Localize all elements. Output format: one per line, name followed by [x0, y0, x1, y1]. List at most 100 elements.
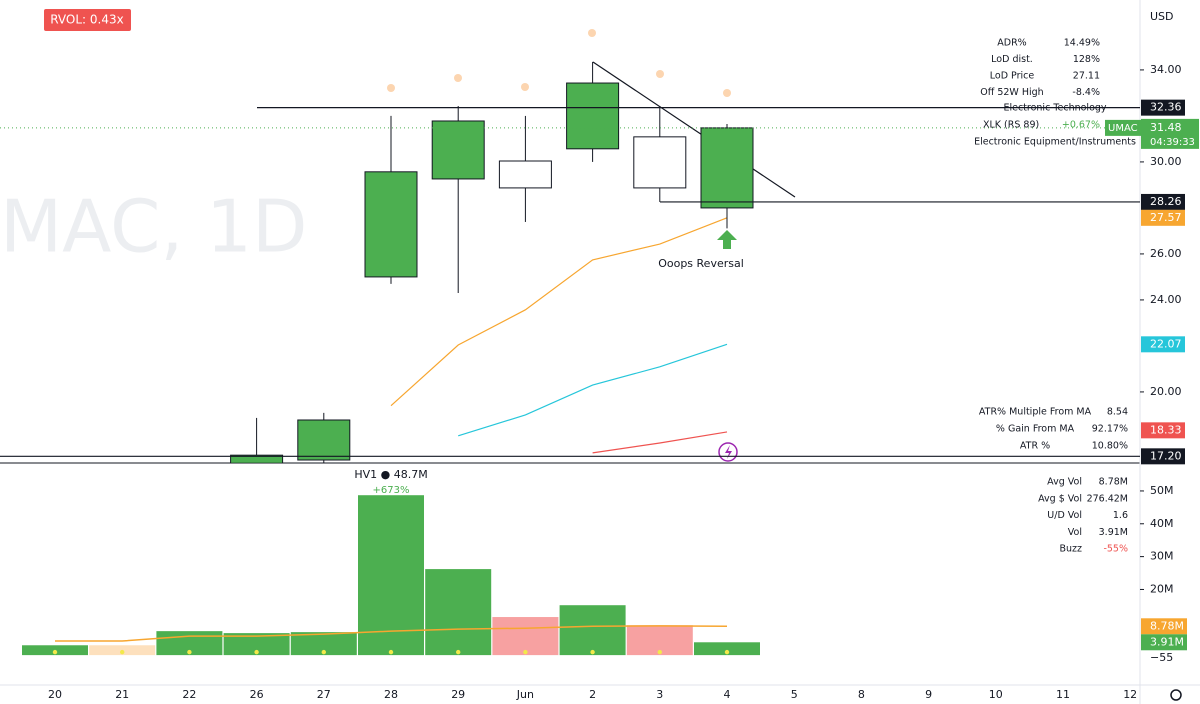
price-tag-label: 17.20 — [1150, 449, 1182, 462]
moving-average — [592, 431, 728, 454]
volume-dot — [456, 649, 461, 655]
stat-value: +0.67% — [1062, 120, 1100, 131]
sector: Electronic Technology — [1003, 103, 1106, 114]
volume-tick-label: 30M — [1150, 550, 1174, 563]
rvol-badge — [44, 9, 131, 31]
candle-body — [700, 127, 754, 209]
y-tick-label: 34.00 — [1150, 63, 1182, 76]
price-tag — [1141, 99, 1185, 116]
x-tick-label: 27 — [317, 688, 331, 701]
x-tick-label: 11 — [1056, 688, 1070, 701]
volume-bar — [223, 633, 290, 656]
volume-dot — [724, 649, 730, 655]
stat-label: % Gain From MA — [996, 424, 1075, 435]
stat-label: LoD Price — [990, 71, 1035, 82]
y-tick-label: 20.00 — [1150, 385, 1182, 398]
hv-label: HV1 ● 48.7M — [354, 468, 427, 481]
candle-body — [297, 419, 351, 461]
stat-label: ATR% Multiple From MA — [979, 407, 1092, 418]
volume-bar — [694, 642, 760, 656]
moving-average — [458, 343, 728, 437]
volume-tick-label: 40M — [1150, 517, 1174, 530]
volume-bar — [559, 605, 626, 656]
stat-label: Buzz — [1059, 544, 1082, 555]
stat-label: Avg Vol — [1047, 477, 1082, 488]
x-tick-label: 20 — [48, 688, 62, 701]
stat-value: 3.91M — [1099, 527, 1128, 538]
stat-value: -8.4% — [1072, 87, 1100, 98]
price-tag — [1141, 448, 1185, 465]
volume-tag-label: 3.91M — [1150, 635, 1184, 648]
last-price: 31.48 — [1150, 121, 1182, 134]
candle-body — [431, 120, 485, 180]
price-tag — [1141, 422, 1185, 439]
symbol-name: UMAC — [1108, 123, 1138, 134]
volume-dot — [388, 649, 394, 655]
stat-label: XLK (RS 89) — [983, 120, 1039, 131]
stat-value: -55% — [1103, 544, 1128, 555]
candle-body — [633, 136, 687, 189]
volume-bar — [358, 495, 424, 656]
buzz-tag: −55 — [1150, 651, 1173, 664]
x-tick-label: 12 — [1123, 688, 1137, 701]
stat-value: 10.80% — [1092, 441, 1128, 452]
x-tick-label: 10 — [989, 688, 1003, 701]
y-tick-label: 24.00 — [1150, 293, 1182, 306]
x-tick-label: 3 — [656, 688, 663, 701]
volume-bar — [425, 569, 492, 656]
volume-dot — [120, 649, 125, 655]
candle-body — [498, 160, 552, 189]
volume-dot — [657, 649, 662, 655]
candle-body — [230, 454, 284, 463]
price-tag — [1141, 336, 1185, 353]
volume-tag — [1141, 618, 1187, 635]
volume-tag — [1141, 634, 1187, 651]
candle-body — [364, 171, 418, 278]
x-tick-label: 8 — [858, 688, 865, 701]
rvol-text: RVOL: 0.43x — [50, 13, 124, 27]
symbol-tag — [1105, 119, 1141, 136]
volume-dot — [187, 649, 192, 655]
price-tag-label: 32.36 — [1150, 101, 1182, 114]
event-bolt — [725, 445, 732, 459]
volume-tick-label: 20M — [1150, 582, 1174, 595]
stat-label: ADR% — [997, 38, 1026, 49]
stat-value: 8.78M — [1099, 477, 1128, 488]
volume-dot — [52, 649, 58, 655]
y-tick-label: 26.00 — [1150, 247, 1182, 260]
countdown: 04:39:33 — [1150, 137, 1195, 148]
volume-dot — [254, 649, 259, 655]
x-tick-label: 2 — [589, 688, 596, 701]
moving-average — [390, 217, 728, 407]
stat-label: Vol — [1068, 527, 1082, 538]
stat-value: 8.54 — [1107, 407, 1128, 418]
volume-dot — [590, 649, 595, 655]
x-tick-label: 4 — [724, 688, 731, 701]
x-tick-label: 5 — [791, 688, 798, 701]
currency: USD — [1150, 10, 1174, 23]
industry: Electronic Equipment/Instruments — [974, 137, 1136, 148]
stat-value: 14.49% — [1064, 38, 1100, 49]
stat-label: ATR % — [1020, 441, 1050, 452]
price-tag-label: 27.57 — [1150, 211, 1182, 224]
signal-dots — [387, 29, 731, 97]
volume-dot — [523, 649, 528, 655]
candle-body — [566, 82, 620, 150]
stat-label: U/D Vol — [1047, 510, 1082, 521]
stat-label: LoD dist. — [991, 54, 1033, 65]
x-tick-label: 22 — [182, 688, 196, 701]
x-tick-label: 28 — [384, 688, 398, 701]
stat-value: 92.17% — [1092, 424, 1128, 435]
price-tag — [1141, 193, 1185, 210]
stat-value: 27.11 — [1073, 71, 1100, 82]
trendline — [592, 61, 796, 198]
x-tick-label: 9 — [925, 688, 932, 701]
volume-tick-label: 50M — [1150, 484, 1174, 497]
price-tag-label: 22.07 — [1150, 337, 1182, 350]
hv-change: +673% — [373, 485, 410, 496]
price-pane — [230, 61, 754, 463]
x-tick-label: 26 — [250, 688, 264, 701]
settings-icon[interactable] — [1170, 689, 1182, 701]
